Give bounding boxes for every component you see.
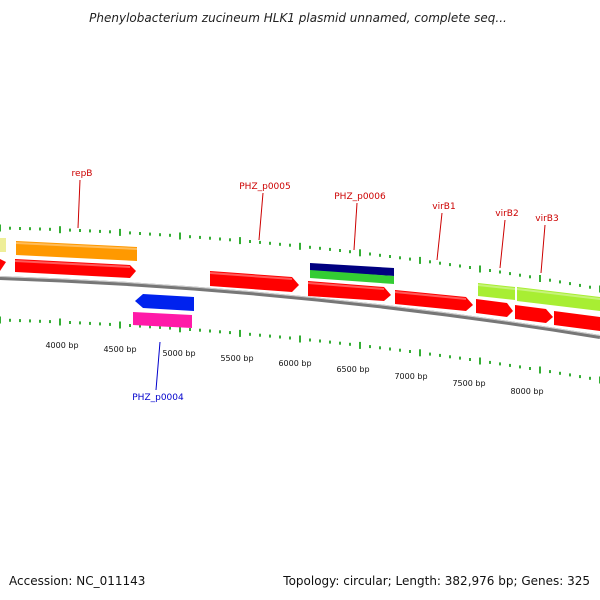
bp-label-4500: 4500 bp	[103, 345, 136, 354]
bp-label-6500: 6500 bp	[336, 365, 369, 374]
backbone-highlight	[0, 276, 600, 336]
gene-label-PHZ_p0004[interactable]: PHZ_p0004	[132, 393, 184, 403]
bp-label-8000: 8000 bp	[510, 387, 543, 396]
leader-lines	[77, 179, 546, 391]
gene-arrow-left-partial[interactable]	[0, 259, 6, 271]
gene-label-virB2[interactable]: virB2	[495, 209, 518, 219]
gene-arrow-virB3[interactable]	[515, 305, 553, 323]
feature-magenta-bar[interactable]	[133, 312, 192, 328]
bp-label-5000: 5000 bp	[162, 349, 195, 358]
feature-layer	[0, 238, 600, 331]
bp-label-5500: 5500 bp	[220, 354, 253, 363]
bp-labels: 4000 bp 4500 bp 5000 bp 5500 bp 6000 bp …	[45, 341, 543, 396]
topology-summary: Topology: circular; Length: 382,976 bp; …	[283, 574, 590, 588]
feature-navy-bar[interactable]	[310, 263, 394, 276]
backbone-track	[0, 276, 600, 339]
bp-label-7500: 7500 bp	[452, 379, 485, 388]
feature-highlights	[15, 242, 600, 300]
gene-arrow-p0006[interactable]	[308, 281, 391, 301]
feature-virB2-box[interactable]	[478, 283, 515, 300]
feature-cream-partial[interactable]	[0, 238, 6, 252]
gene-arrow-repB[interactable]	[15, 259, 136, 278]
tick-row-outer	[0, 224, 600, 293]
bp-label-7000: 7000 bp	[394, 372, 427, 381]
gene-label-PHZ_p0005[interactable]: PHZ_p0005	[239, 182, 290, 192]
bp-label-6000: 6000 bp	[278, 359, 311, 368]
gene-label-PHZ_p0006[interactable]: PHZ_p0006	[334, 192, 386, 202]
gene-label-virB3[interactable]: virB3	[535, 214, 558, 224]
gene-label-repB[interactable]: repB	[72, 169, 93, 179]
feature-virB3-box[interactable]	[517, 287, 600, 311]
feature-green-bar[interactable]	[310, 270, 394, 284]
map-title: Phenylobacterium zucineum HLK1 plasmid u…	[89, 11, 507, 25]
accession-text: Accession: NC_011143	[9, 574, 146, 588]
gene-labels: repB PHZ_p0005 PHZ_p0006 virB1 virB2 vir…	[72, 169, 559, 403]
gene-arrow-virB1[interactable]	[395, 290, 473, 311]
gene-label-virB1[interactable]: virB1	[432, 202, 455, 212]
gene-arrow-p0005[interactable]	[210, 271, 299, 292]
gene-arrow-p0004[interactable]	[135, 294, 194, 311]
tick-row-inner	[0, 316, 600, 384]
gene-arrow-virB2[interactable]	[476, 299, 513, 317]
feature-repB-box[interactable]	[16, 241, 137, 261]
bp-label-4000: 4000 bp	[45, 341, 78, 350]
gene-arrow-right-partial[interactable]	[554, 311, 600, 331]
